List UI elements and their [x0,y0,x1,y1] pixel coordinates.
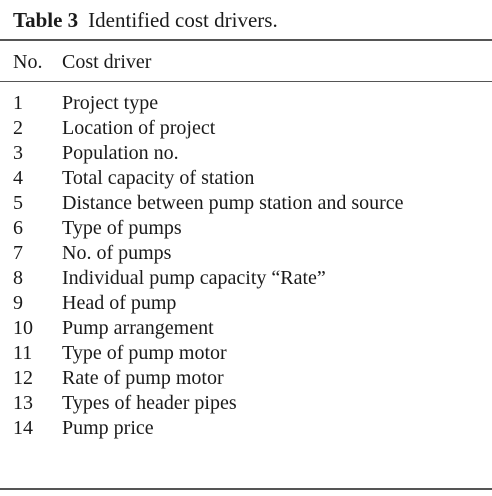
row-driver: Distance between pump station and source [62,192,404,214]
header-no: No. [13,51,43,73]
table-top-rule [0,39,492,41]
row-driver: No. of pumps [62,242,172,264]
row-no: 4 [13,167,23,189]
row-no: 6 [13,217,23,239]
row-no: 12 [13,367,33,389]
table-row: 2 Location of project [0,116,492,141]
row-no: 7 [13,242,23,264]
row-driver: Location of project [62,117,216,139]
table-row: 14 Pump price [0,416,492,441]
row-driver: Type of pumps [62,217,182,239]
row-driver: Types of header pipes [62,392,237,414]
table-row: 9 Head of pump [0,291,492,316]
row-driver: Type of pump motor [62,342,227,364]
row-no: 13 [13,392,33,414]
table-row: 5 Distance between pump station and sourc… [0,191,492,216]
table-row: 7 No. of pumps [0,241,492,266]
row-driver: Population no. [62,142,179,164]
table-body: 1 Project type 2 Location of project 3 Popu… [0,91,492,441]
row-driver: Project type [62,92,159,114]
row-driver: Total capacity of station [62,167,255,189]
table-header-rule [0,81,492,82]
row-driver: Rate of pump motor [62,367,224,389]
row-no: 2 [13,117,23,139]
row-no: 9 [13,292,23,314]
row-driver: Pump arrangement [62,317,214,339]
row-no: 8 [13,267,23,289]
table-row: 12 Rate of pump motor [0,366,492,391]
row-no: 1 [13,92,23,114]
table-row: 3 Population no. [0,141,492,166]
table-row: 10 Pump arrangement [0,316,492,341]
table-header-row: No. Cost driver [0,50,492,74]
row-no: 5 [13,192,23,214]
row-driver: Pump price [62,417,154,439]
table-row: 8 Individual pump capacity “Rate” [0,266,492,291]
table-row: 11 Type of pump motor [0,341,492,366]
table-caption: Table 3 Identified cost drivers. [13,8,278,32]
row-no: 14 [13,417,33,439]
row-driver: Head of pump [62,292,177,314]
row-no: 10 [13,317,33,339]
header-cost-driver: Cost driver [62,51,152,73]
table-row: 6 Type of pumps [0,216,492,241]
table-row: 1 Project type [0,91,492,116]
table-row: 4 Total capacity of station [0,166,492,191]
row-driver: Individual pump capacity “Rate” [62,267,326,289]
row-no: 3 [13,142,23,164]
table-caption-text: Identified cost drivers. [88,8,278,32]
table-bottom-rule [0,488,492,490]
table-row: 13 Types of header pipes [0,391,492,416]
table-caption-label: Table 3 [13,8,79,32]
row-no: 11 [13,342,33,364]
